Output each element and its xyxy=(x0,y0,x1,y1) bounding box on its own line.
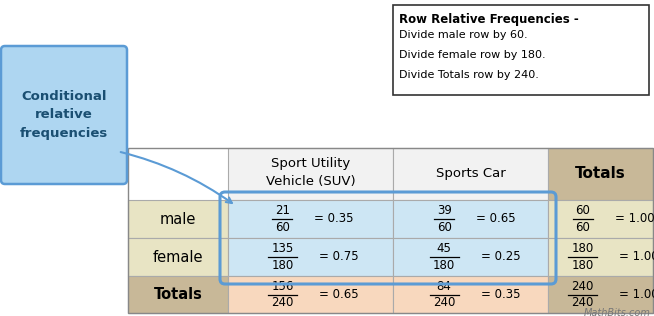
Bar xyxy=(393,276,548,313)
Bar xyxy=(548,148,653,200)
Text: 180: 180 xyxy=(433,259,455,272)
Text: 60: 60 xyxy=(576,221,590,234)
Bar xyxy=(393,200,548,238)
Bar xyxy=(128,276,228,313)
Text: 240: 240 xyxy=(271,296,294,309)
Text: 180: 180 xyxy=(572,242,594,255)
Text: 39: 39 xyxy=(437,204,452,217)
Text: Divide male row by 60.: Divide male row by 60. xyxy=(399,30,528,40)
Text: female: female xyxy=(153,250,203,264)
Text: 240: 240 xyxy=(572,280,594,293)
Text: Divide Totals row by 240.: Divide Totals row by 240. xyxy=(399,70,539,80)
Text: 156: 156 xyxy=(271,280,294,293)
Text: Row Relative Frequencies -: Row Relative Frequencies - xyxy=(399,13,579,26)
FancyArrowPatch shape xyxy=(121,152,232,203)
Text: 21: 21 xyxy=(275,204,290,217)
Text: Vehicle (SUV): Vehicle (SUV) xyxy=(266,174,355,187)
Text: = 0.75: = 0.75 xyxy=(319,251,358,264)
Text: 60: 60 xyxy=(576,204,590,217)
Bar xyxy=(228,238,393,276)
Text: = 0.35: = 0.35 xyxy=(315,212,354,226)
Bar xyxy=(393,238,548,276)
Text: = 1.00: = 1.00 xyxy=(615,212,654,226)
Text: 60: 60 xyxy=(275,221,290,234)
Text: = 1.00: = 1.00 xyxy=(619,288,654,301)
Bar xyxy=(228,200,393,238)
Bar xyxy=(393,5,649,95)
Bar xyxy=(128,148,653,313)
Text: Conditional
relative
frequencies: Conditional relative frequencies xyxy=(20,89,108,141)
Bar xyxy=(228,276,393,313)
Text: 240: 240 xyxy=(572,296,594,309)
Text: Divide female row by 180.: Divide female row by 180. xyxy=(399,50,545,60)
FancyBboxPatch shape xyxy=(1,46,127,184)
Text: 180: 180 xyxy=(271,259,294,272)
Text: male: male xyxy=(160,211,196,227)
Text: = 0.35: = 0.35 xyxy=(481,288,520,301)
Text: 60: 60 xyxy=(437,221,452,234)
Text: 45: 45 xyxy=(437,242,452,255)
Bar xyxy=(393,148,548,200)
Text: 135: 135 xyxy=(271,242,294,255)
Text: 180: 180 xyxy=(572,259,594,272)
Text: Totals: Totals xyxy=(575,167,626,181)
Text: = 0.65: = 0.65 xyxy=(476,212,516,226)
Bar xyxy=(128,238,228,276)
Bar xyxy=(548,238,653,276)
Text: Totals: Totals xyxy=(154,287,203,302)
Text: MathBits.com: MathBits.com xyxy=(584,308,651,316)
Text: = 0.65: = 0.65 xyxy=(319,288,358,301)
Text: Sport Utility: Sport Utility xyxy=(271,156,350,169)
Bar xyxy=(228,148,393,200)
Bar xyxy=(128,200,228,238)
Text: Sports Car: Sports Car xyxy=(436,167,506,180)
Text: 240: 240 xyxy=(433,296,455,309)
Bar xyxy=(548,200,653,238)
Bar xyxy=(548,276,653,313)
Text: = 0.25: = 0.25 xyxy=(481,251,521,264)
Text: = 1.00: = 1.00 xyxy=(619,251,654,264)
Text: 84: 84 xyxy=(437,280,452,293)
